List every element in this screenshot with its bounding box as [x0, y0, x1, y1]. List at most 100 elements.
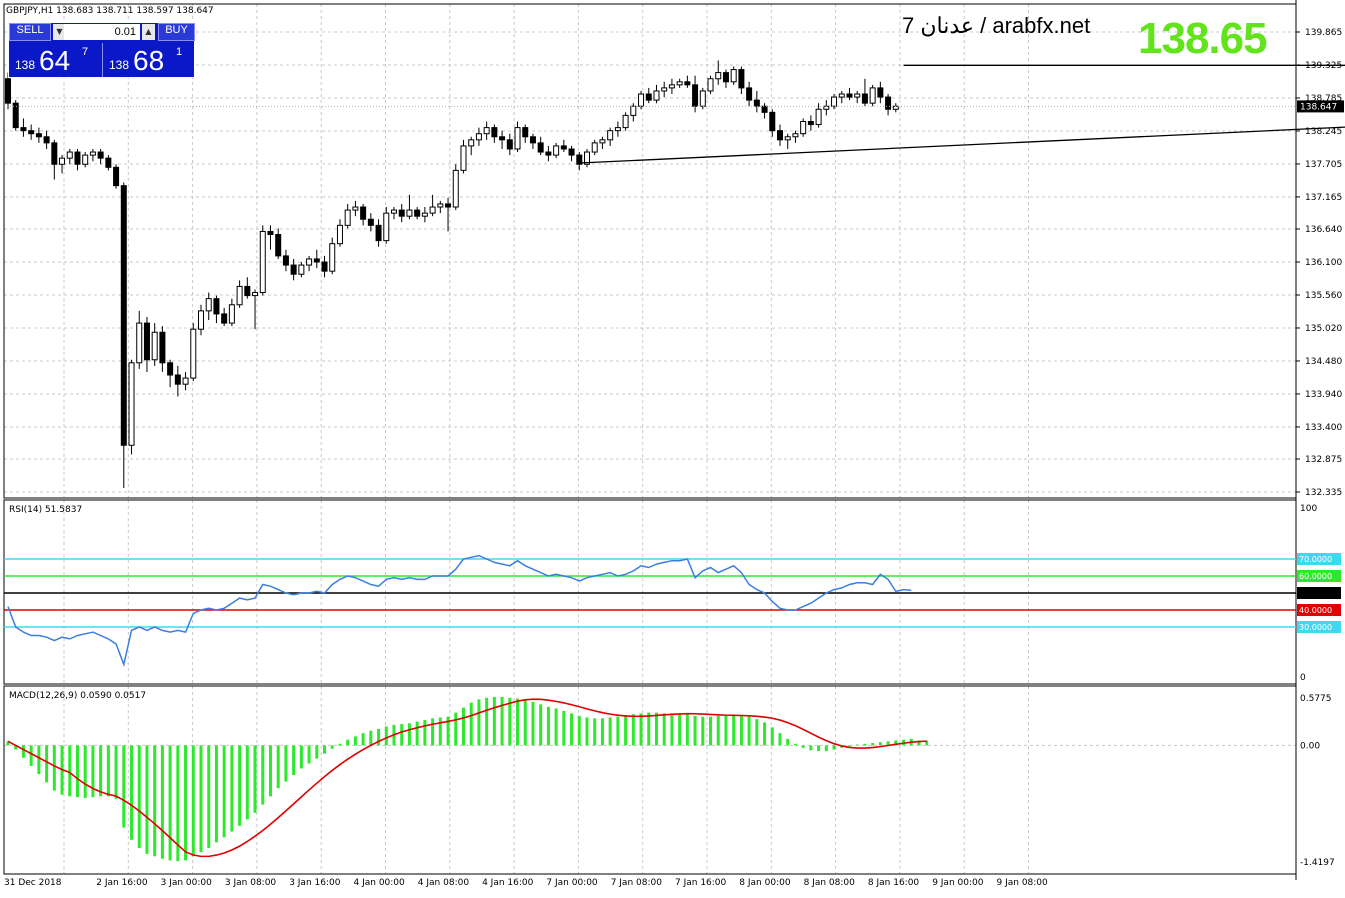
price-tick-label: 132.875: [1305, 455, 1342, 465]
bull-candle: [136, 322, 143, 364]
macd-histogram-bar: [338, 743, 342, 746]
macd-histogram-bar: [786, 738, 790, 746]
sell-price[interactable]: 138 64 7: [9, 43, 101, 77]
macd-histogram-bar: [6, 741, 10, 746]
price-tick-label: 137.165: [1305, 193, 1342, 203]
lot-decrease-icon[interactable]: ▼: [53, 24, 66, 40]
panel-frames: [3, 0, 1297, 880]
bull-candle: [406, 209, 413, 217]
macd-histogram-bar: [678, 714, 682, 746]
bull-candle: [730, 69, 737, 83]
macd-histogram-bar: [160, 745, 164, 859]
bear-candle: [777, 130, 783, 141]
bull-candle: [792, 133, 799, 138]
macd-histogram-bar: [253, 745, 257, 813]
bear-candle: [645, 93, 652, 101]
macd-histogram-bar: [99, 745, 103, 797]
bear-candle: [113, 166, 120, 187]
macd-histogram-bar: [662, 713, 666, 746]
price-panel[interactable]: [4, 60, 1345, 489]
macd-histogram-bar: [268, 745, 272, 797]
macd-histogram-bar: [91, 745, 95, 798]
bear-candle: [51, 142, 58, 165]
bear-candle: [375, 224, 382, 242]
sell-price-big: 64: [39, 45, 71, 76]
macd-histogram-bar: [801, 745, 805, 748]
macd-histogram-bar: [353, 736, 357, 746]
macd-histogram-bar: [346, 739, 350, 746]
rsi-panel[interactable]: RSI(14) 51.5837: [4, 505, 1296, 667]
macd-histogram-bar: [585, 717, 589, 746]
bull-candle: [198, 310, 204, 330]
bear-candle: [414, 209, 421, 217]
sell-button[interactable]: SELL: [9, 23, 51, 41]
bear-candle: [522, 127, 529, 138]
macd-histogram-bar: [817, 745, 821, 752]
macd-histogram-bar: [570, 713, 574, 746]
macd-histogram-bar: [361, 733, 365, 746]
bull-candle: [82, 154, 89, 165]
time-tick-label: 31 Dec 2018: [4, 878, 62, 888]
rsi-level-label: 50.0000: [1299, 589, 1332, 598]
time-tick-label: 3 Jan 16:00: [289, 878, 341, 888]
bull-candle: [630, 105, 637, 116]
one-click-trading-panel[interactable]: SELL ▼ 0.01 ▲ BUY 138 64 7 138 68 1: [8, 22, 195, 78]
bear-candle: [120, 185, 127, 446]
bull-candle: [553, 145, 560, 156]
buy-price-prefix: 138: [109, 58, 130, 72]
current-price-big: 138.65: [1138, 14, 1268, 63]
macd-histogram-bar: [531, 701, 535, 746]
macd-histogram-bar: [245, 745, 249, 820]
macd-histogram-bar: [137, 745, 141, 849]
bull-candle: [638, 93, 645, 107]
macd-histogram-bar: [114, 745, 118, 799]
macd-histogram-bar: [415, 721, 419, 746]
buy-button[interactable]: BUY: [158, 23, 195, 41]
macd-histogram-bar: [130, 745, 134, 840]
bear-candle: [28, 130, 35, 135]
bull-candle: [607, 130, 614, 141]
macd-histogram-bar: [616, 716, 620, 746]
macd-histogram-bar: [716, 715, 720, 746]
bull-candle: [622, 114, 629, 129]
bear-candle: [529, 136, 536, 144]
macd-tick-label: -1.4197: [1300, 858, 1335, 868]
macd-histogram-bar: [693, 715, 697, 746]
bear-candle: [398, 209, 405, 217]
bull-candle: [468, 139, 475, 147]
bear-candle: [143, 322, 150, 361]
bear-candle: [722, 72, 729, 83]
bear-candle: [221, 313, 228, 324]
bear-candle: [35, 133, 42, 138]
lot-size-input[interactable]: 0.01: [64, 24, 140, 40]
macd-histogram-bar: [21, 745, 25, 758]
lot-increase-icon[interactable]: ▲: [142, 24, 155, 40]
macd-histogram-bar: [855, 744, 859, 746]
macd-histogram-bar: [631, 714, 635, 746]
bull-candle: [329, 243, 336, 272]
macd-histogram-bar: [516, 698, 520, 746]
bull-candle: [584, 151, 590, 165]
time-tick-label: 3 Jan 00:00: [161, 878, 213, 888]
macd-histogram-bar: [647, 712, 651, 746]
time-tick-label: 7 Jan 08:00: [611, 878, 663, 888]
bull-candle: [259, 230, 266, 294]
macd-title: MACD(12,26,9) 0.0590 0.0517: [9, 691, 146, 701]
time-tick-label: 8 Jan 00:00: [739, 878, 791, 888]
price-tick-label: 133.940: [1305, 390, 1342, 400]
bear-candle: [537, 142, 544, 153]
macd-panel[interactable]: MACD(12,26,9) 0.0590 0.0517: [6, 691, 929, 862]
macd-histogram-bar: [871, 742, 875, 746]
price-tick-label: 137.705: [1305, 160, 1342, 170]
time-tick-label: 2 Jan 16:00: [96, 878, 148, 888]
macd-histogram-bar: [168, 745, 172, 861]
bear-candle: [321, 261, 328, 272]
macd-histogram-bar: [539, 704, 543, 746]
bull-candle: [452, 169, 459, 208]
bear-candle: [568, 148, 575, 156]
bull-candle: [89, 151, 96, 156]
macd-histogram-bar: [739, 715, 743, 746]
buy-price[interactable]: 138 68 1: [103, 43, 195, 77]
